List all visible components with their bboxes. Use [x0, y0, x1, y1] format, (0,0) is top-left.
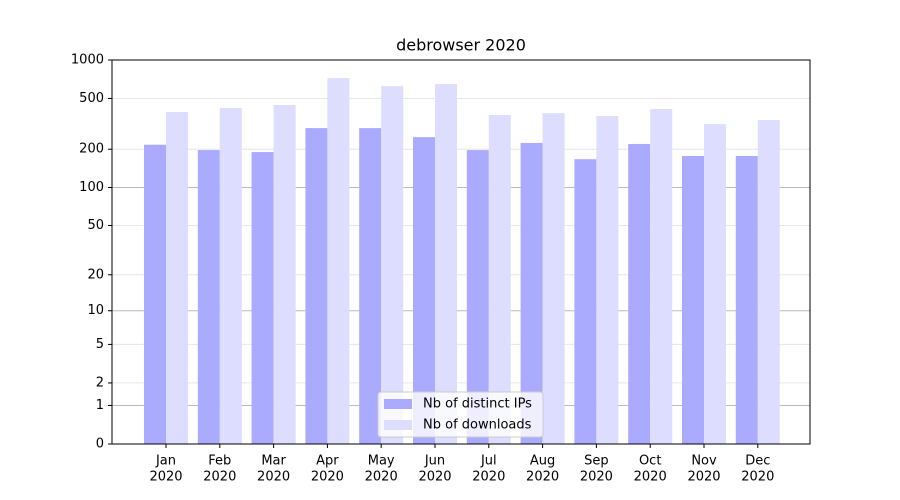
y-tick-label: 1000	[71, 53, 104, 68]
y-tick-label: 0	[96, 437, 104, 452]
x-tick-label: 2020	[472, 470, 505, 485]
x-tick-label: 2020	[580, 470, 613, 485]
y-tick-label: 1	[96, 398, 104, 413]
x-tick-label: Mar	[261, 454, 286, 469]
bar	[305, 128, 328, 445]
x-tick-label: 2020	[526, 470, 559, 485]
x-tick-label: Nov	[691, 454, 717, 469]
bar	[650, 109, 673, 444]
bar	[327, 78, 350, 444]
bar	[574, 159, 597, 445]
bar	[435, 84, 457, 445]
x-tick-label: 2020	[149, 470, 182, 485]
bar	[704, 124, 726, 445]
x-tick-label: Jul	[480, 454, 497, 469]
legend-box	[377, 391, 544, 438]
bar	[735, 155, 758, 444]
y-tick-label: 2	[96, 375, 104, 390]
x-tick-label: Jan	[155, 454, 176, 469]
legend-swatch	[384, 420, 412, 430]
bar	[359, 128, 382, 445]
y-tick-label: 5	[96, 337, 104, 352]
x-tick-label: 2020	[687, 470, 720, 485]
x-tick-label: Oct	[639, 454, 661, 469]
x-tick-label: 2020	[203, 470, 236, 485]
bar	[628, 143, 651, 445]
bar	[466, 150, 489, 444]
bar	[520, 142, 543, 444]
bar	[381, 86, 404, 444]
y-tick-label: 500	[79, 91, 104, 106]
bar	[413, 137, 435, 444]
y-tick-label: 100	[79, 180, 104, 195]
chart-title: debrowser 2020	[396, 36, 526, 55]
bar	[144, 144, 166, 444]
legend-label: Nb of downloads	[423, 418, 532, 433]
bar	[251, 152, 274, 445]
x-tick-label: May	[368, 454, 395, 469]
x-tick-label: Dec	[745, 454, 770, 469]
bar	[682, 155, 704, 444]
legend-label: Nb of distinct IPs	[423, 397, 532, 412]
bar	[757, 120, 780, 444]
legend-swatch	[384, 399, 412, 409]
bar	[488, 115, 511, 445]
x-tick-label: 2020	[311, 470, 344, 485]
y-tick-label: 10	[87, 303, 104, 318]
x-tick-label: Apr	[316, 454, 339, 469]
y-tick-label: 50	[87, 218, 104, 233]
bar	[219, 108, 242, 445]
bar	[596, 116, 619, 444]
y-tick-label: 20	[87, 267, 104, 282]
bar	[542, 113, 565, 445]
x-tick-label: Aug	[530, 454, 555, 469]
y-tick-label: 200	[79, 142, 104, 157]
x-tick-label: 2020	[741, 470, 774, 485]
x-tick-label: Jun	[424, 454, 445, 469]
x-tick-label: 2020	[634, 470, 667, 485]
bar	[197, 150, 220, 444]
plot-frame	[111, 59, 811, 445]
x-tick-label: 2020	[418, 470, 451, 485]
x-tick-label: 2020	[365, 470, 398, 485]
x-tick-label: 2020	[257, 470, 290, 485]
bar	[166, 111, 188, 445]
bar	[273, 105, 296, 444]
x-tick-label: Sep	[584, 454, 609, 469]
x-tick-label: Feb	[208, 454, 231, 469]
